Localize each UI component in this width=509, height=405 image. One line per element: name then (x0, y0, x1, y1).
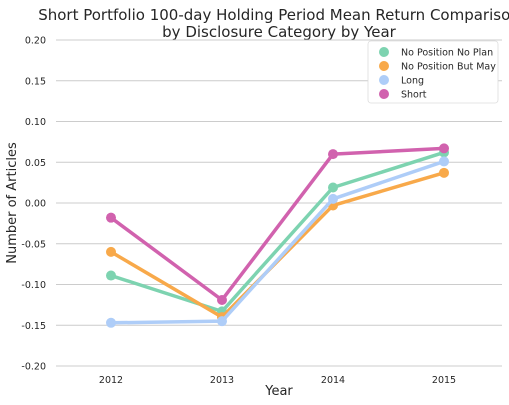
y-tick-label: 0.00 (25, 199, 46, 210)
data-point (439, 167, 449, 178)
y-tick-label: -0.10 (21, 280, 46, 291)
y-tick-label: -0.05 (21, 239, 46, 250)
series-short (106, 143, 449, 305)
x-tick-label: 2014 (321, 375, 345, 386)
series-line (109, 159, 446, 325)
x-tick-label: 2012 (99, 375, 123, 386)
data-point (328, 182, 338, 193)
legend-box (367, 40, 499, 104)
chart-title-line-1: Short Portfolio 100-day Holding Period M… (38, 6, 509, 24)
data-point (106, 246, 116, 257)
legend-marker (379, 75, 389, 85)
legend-marker (379, 47, 389, 57)
y-tick-label: 0.20 (25, 36, 46, 47)
y-tick-labels: -0.20 -0.15 -0.10 -0.05 0.00 0.05 0.10 0.15 0.20 (21, 36, 46, 373)
y-tick-label: -0.15 (21, 321, 46, 332)
legend-label: Long (401, 76, 424, 87)
y-tick-label: 0.05 (25, 158, 46, 169)
data-point (439, 156, 449, 167)
gridlines (56, 39, 502, 367)
series-line (109, 171, 446, 319)
y-tick-label: 0.10 (25, 117, 46, 128)
x-tick-labels: 2012 2013 2014 2015 (99, 375, 456, 386)
legend-marker (379, 61, 389, 71)
series-long (106, 156, 449, 328)
series-line (109, 146, 446, 302)
data-point (106, 212, 116, 223)
data-point (106, 317, 116, 328)
legend-marker (379, 89, 389, 99)
chart-title-line-2: by Disclosure Category by Year (162, 23, 396, 41)
series-line (109, 150, 446, 314)
x-tick-label: 2015 (432, 375, 456, 386)
y-tick-label: 0.15 (25, 76, 46, 87)
legend: No Position No Plan No Position But May Lo… (367, 40, 499, 104)
series-no-position-but-may (106, 167, 449, 323)
data-point (328, 193, 338, 204)
x-tick-label: 2013 (210, 375, 234, 386)
data-point (217, 316, 227, 327)
y-axis-label: Number of Articles (5, 142, 20, 264)
series-lines (106, 143, 449, 328)
legend-label: No Position No Plan (401, 48, 493, 59)
legend-label: No Position But May (401, 62, 496, 73)
series-no-position-no-plan (106, 147, 449, 317)
data-point (328, 149, 338, 160)
data-point (217, 294, 227, 305)
x-axis-label: Year (264, 384, 293, 399)
data-point (439, 143, 449, 154)
legend-label: Short (401, 90, 427, 101)
y-tick-label: -0.20 (21, 362, 46, 373)
data-point (106, 270, 116, 281)
